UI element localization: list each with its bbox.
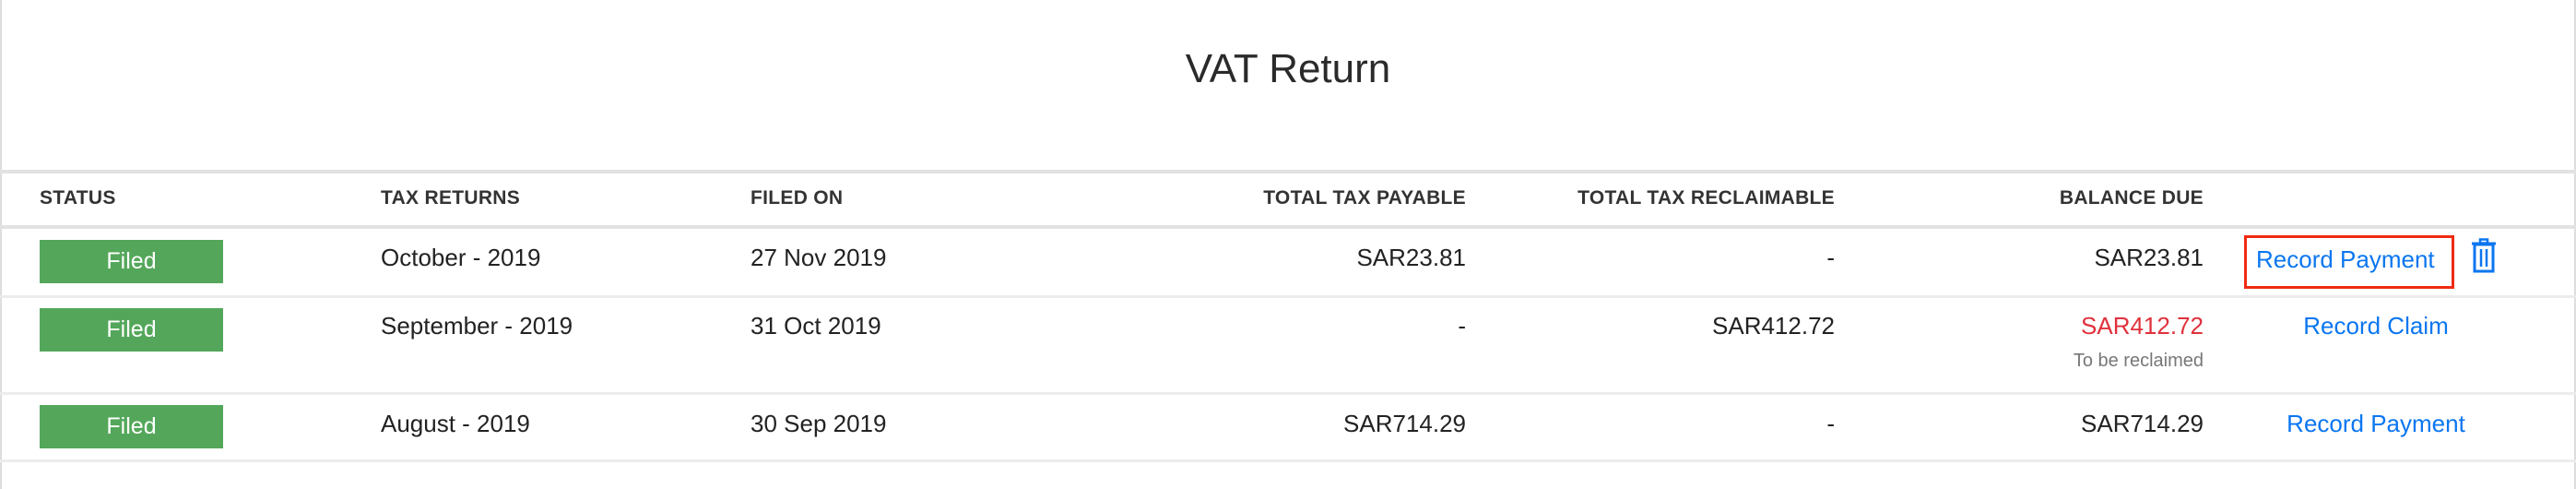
- header-balance-due: BALANCE DUE: [2059, 187, 2204, 209]
- total-tax-payable: SAR714.29: [1343, 410, 1466, 437]
- tax-return-link[interactable]: August - 2019: [381, 410, 530, 437]
- total-tax-reclaimable: -: [1826, 244, 1835, 271]
- highlight-box: [2244, 235, 2454, 289]
- row-divider: [0, 392, 2576, 395]
- total-tax-payable: SAR23.81: [1356, 244, 1466, 271]
- filed-on: 30 Sep 2019: [750, 410, 887, 437]
- page-title: VAT Return: [1185, 46, 1391, 91]
- record-claim-button[interactable]: Record Claim: [2303, 312, 2449, 340]
- header-tax-returns: TAX RETURNS: [381, 187, 521, 209]
- total-tax-reclaimable: -: [1826, 410, 1835, 437]
- tax-return-link[interactable]: September - 2019: [381, 312, 573, 340]
- trash-icon[interactable]: [2471, 238, 2497, 273]
- header-total-tax-reclaimable: TOTAL TAX RECLAIMABLE: [1578, 187, 1835, 209]
- row-divider: [0, 459, 2576, 462]
- total-tax-payable: -: [1458, 312, 1466, 340]
- tax-return-link[interactable]: October - 2019: [381, 244, 541, 271]
- total-tax-reclaimable: SAR412.72: [1712, 312, 1835, 340]
- header-top-divider: [0, 170, 2576, 173]
- filed-on: 31 Oct 2019: [750, 312, 881, 340]
- header-filed-on: FILED ON: [750, 187, 844, 209]
- balance-due: SAR412.72: [2081, 312, 2204, 340]
- header-total-tax-payable: TOTAL TAX PAYABLE: [1263, 187, 1466, 209]
- record-payment-button[interactable]: Record Payment: [2286, 410, 2465, 437]
- filed-on: 27 Nov 2019: [750, 244, 887, 271]
- balance-note: To be reclaimed: [2073, 351, 2204, 371]
- row-divider: [0, 295, 2576, 298]
- status-badge: Filed: [40, 240, 223, 283]
- header-bottom-divider: [0, 225, 2576, 229]
- balance-due: SAR23.81: [2094, 244, 2204, 271]
- record-payment-button[interactable]: Record Payment: [2256, 245, 2435, 273]
- balance-due: SAR714.29: [2081, 410, 2204, 437]
- status-badge: Filed: [40, 405, 223, 448]
- header-status: STATUS: [40, 187, 116, 209]
- status-badge: Filed: [40, 308, 223, 352]
